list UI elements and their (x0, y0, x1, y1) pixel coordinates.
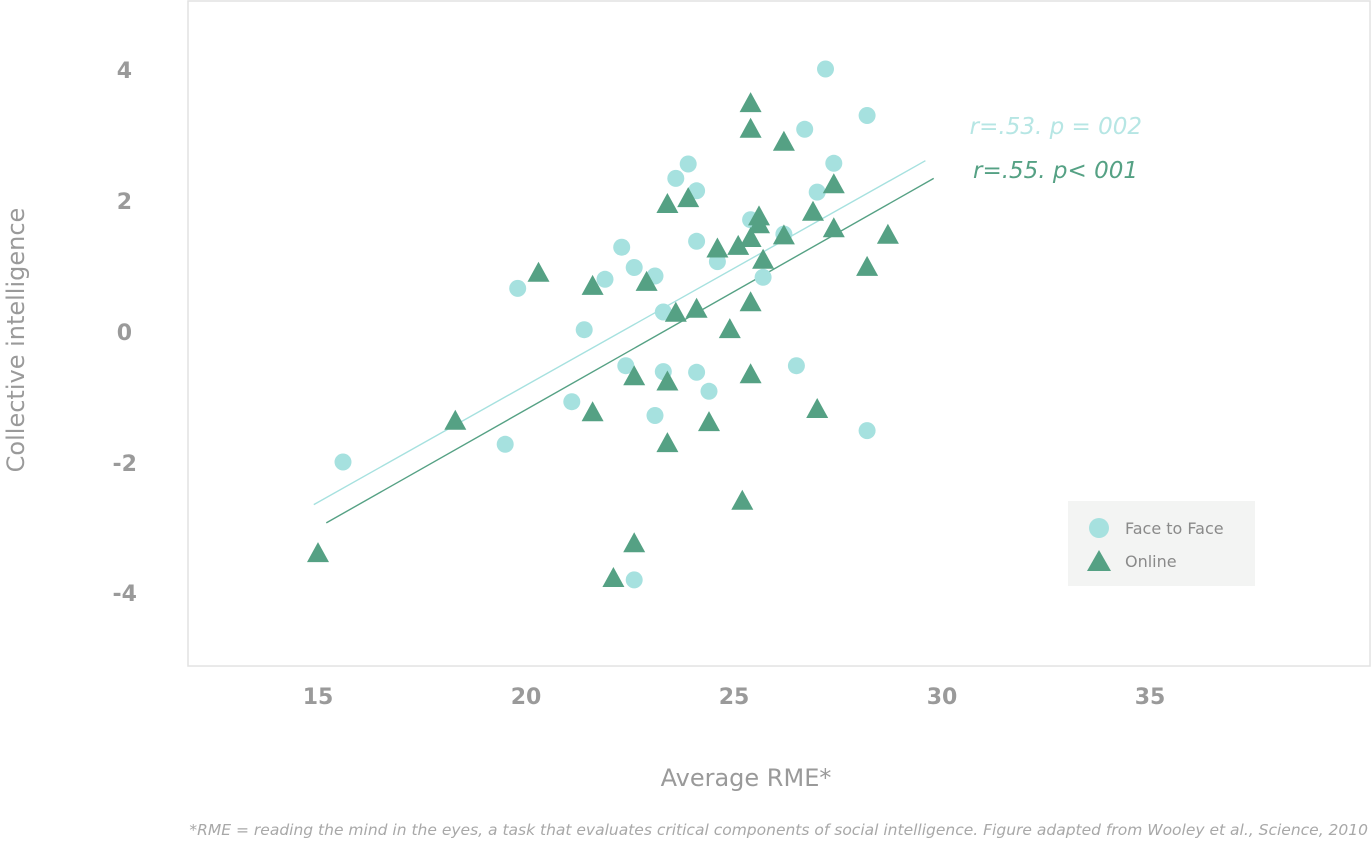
data-point-online (752, 248, 775, 269)
data-point-online (727, 234, 750, 255)
data-point-online (822, 173, 845, 194)
data-point-online (527, 261, 550, 282)
legend-background (1068, 501, 1255, 586)
data-point-face-to-face (613, 238, 631, 256)
trend-line-face-to-face (313, 160, 926, 506)
data-point-face-to-face (817, 60, 834, 78)
y-tick-label: 4 (117, 59, 132, 84)
data-point-face-to-face (825, 154, 843, 172)
online-correlation: r=.55. p< 001 (973, 158, 1138, 184)
data-point-online (664, 301, 687, 322)
data-point-face-to-face (654, 303, 672, 321)
data-point-online (581, 401, 604, 422)
trend-lines (313, 160, 935, 524)
data-point-online (698, 411, 720, 432)
y-tick-labels: 4 2 0 -2 -4 (113, 59, 137, 607)
data-point-face-to-face (688, 363, 706, 381)
trend-line-online (325, 177, 935, 524)
data-point-online (635, 270, 658, 291)
x-tick-label: 35 (1135, 685, 1166, 710)
data-point-online (739, 117, 762, 138)
x-tick-label: 15 (303, 685, 334, 710)
data-point-face-to-face (625, 571, 643, 589)
x-tick-label: 30 (927, 685, 958, 710)
data-point-face-to-face (858, 422, 876, 440)
x-tick-label: 25 (719, 685, 750, 710)
legend-label-face-to-face: Face to Face (1125, 519, 1224, 538)
data-point-online (731, 489, 754, 510)
legend-label-online: Online (1125, 552, 1177, 571)
data-point-online (307, 542, 329, 563)
plot-frame (187, 0, 1371, 667)
data-point-online (656, 432, 679, 453)
legend-marker-face-to-face (1089, 518, 1109, 538)
data-point-online (822, 217, 845, 238)
data-point-online (739, 227, 762, 247)
face-to-face-correlation: r=.53. p = 002 (970, 114, 1142, 140)
data-point-face-to-face (679, 155, 697, 173)
data-point-face-to-face (625, 259, 643, 276)
data-point-face-to-face (858, 107, 876, 124)
x-tick-labels: 15 20 25 30 35 (303, 685, 1166, 710)
data-point-online (602, 567, 625, 587)
y-tick-label: 0 (117, 321, 132, 346)
data-point-online (856, 255, 879, 276)
y-tick-label: -2 (113, 452, 137, 477)
data-point-online (656, 370, 679, 391)
data-point-online (739, 291, 762, 312)
data-point-face-to-face (796, 120, 814, 138)
data-point-online (623, 532, 646, 553)
data-point-face-to-face (617, 357, 635, 375)
data-point-online (802, 200, 824, 221)
data-point-online (806, 398, 829, 418)
data-point-online (685, 297, 708, 318)
data-point-online (677, 187, 700, 208)
footnote: *RME = reading the mind in the eyes, a t… (189, 821, 1368, 839)
data-point-online (748, 213, 770, 234)
data-point-online (444, 409, 467, 430)
data-point-online (656, 193, 679, 213)
data-point-online (876, 223, 899, 244)
data-point-face-to-face (688, 232, 706, 250)
data-point-face-to-face (563, 393, 581, 411)
data-point-face-to-face (700, 382, 718, 400)
x-tick-label: 20 (511, 685, 542, 710)
legend-marker-online (1087, 550, 1111, 571)
data-points (307, 60, 899, 589)
data-point-online (739, 363, 762, 384)
y-tick-label: -4 (113, 582, 137, 607)
data-point-face-to-face (596, 270, 614, 288)
data-point-face-to-face (509, 279, 527, 297)
x-axis-title: Average RME* (661, 764, 832, 792)
data-point-face-to-face (667, 169, 685, 187)
data-point-face-to-face (496, 435, 514, 453)
y-tick-label: 2 (117, 190, 132, 215)
legend: Face to Face Online (1068, 501, 1255, 586)
data-point-face-to-face (808, 183, 826, 201)
data-point-online (772, 224, 795, 245)
data-point-online (739, 92, 762, 113)
data-point-online (772, 130, 795, 151)
data-point-online (623, 365, 646, 386)
data-point-face-to-face (754, 268, 772, 286)
data-point-face-to-face (575, 321, 593, 339)
data-point-face-to-face (646, 407, 664, 424)
y-axis-title: Collective intelligence (2, 208, 30, 473)
data-point-face-to-face (787, 357, 805, 375)
data-point-face-to-face (334, 453, 352, 471)
data-point-online (706, 237, 729, 258)
data-point-online (581, 274, 604, 295)
data-point-online (718, 318, 741, 339)
